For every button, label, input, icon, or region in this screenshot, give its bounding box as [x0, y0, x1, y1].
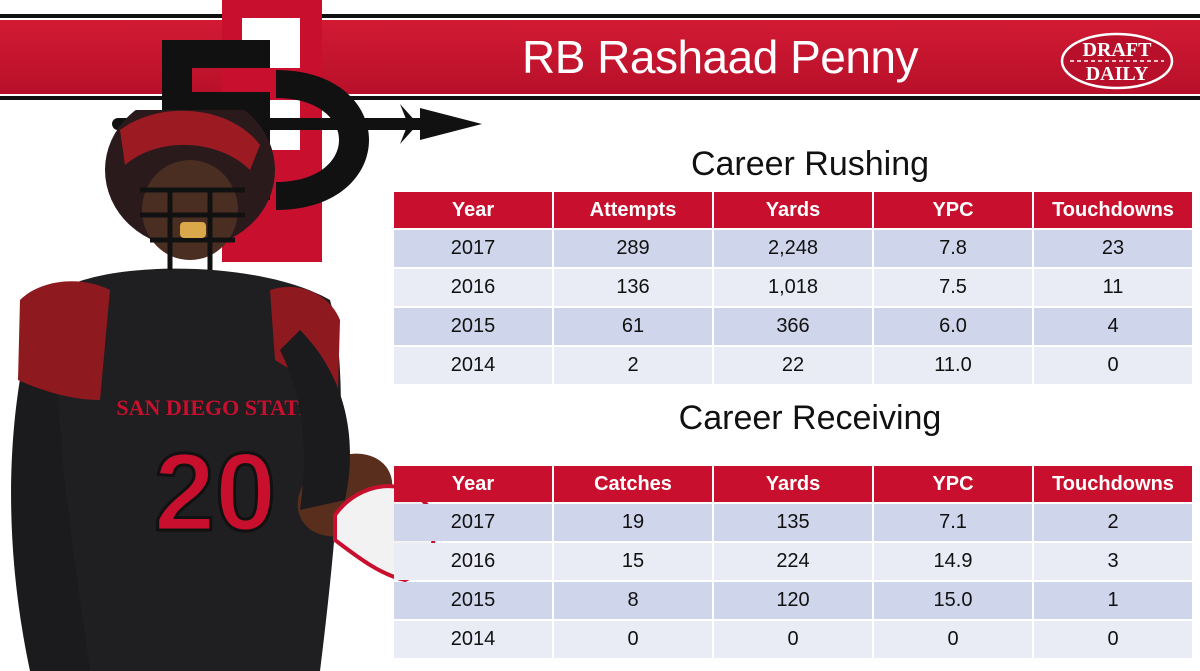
table-row: 2017 289 2,248 7.8 23 [394, 230, 1192, 267]
brand-logo-line2: DAILY [1086, 63, 1149, 85]
table-cell: 366 [714, 308, 872, 345]
mouthguard [180, 222, 206, 238]
receiving-title: Career Receiving [678, 399, 942, 437]
jersey-number: 20 [154, 431, 276, 554]
table-cell: 15.0 [874, 582, 1032, 619]
right-arm [280, 330, 350, 510]
face [142, 160, 238, 260]
table-cell: 0 [1034, 347, 1192, 384]
logo-spear-head [420, 108, 482, 140]
draft-daily-logo-icon: DRAFT DAILY [1060, 32, 1174, 90]
table-row: 2016 136 1,018 7.5 11 [394, 269, 1192, 306]
table-cell: 6.0 [874, 308, 1032, 345]
table-cell: 1,018 [714, 269, 872, 306]
table-cell: 14.9 [874, 543, 1032, 580]
table-cell: 22 [714, 347, 872, 384]
table-cell: 2014 [394, 621, 552, 658]
table-cell: 0 [714, 621, 872, 658]
banner-bottom-line [0, 96, 1200, 100]
table-cell: 2016 [394, 543, 552, 580]
col-header: YPC [874, 192, 1032, 228]
table-cell: 120 [714, 582, 872, 619]
banner-top-line [0, 14, 1200, 18]
helmet-stripe [120, 110, 260, 170]
table-cell: 7.8 [874, 230, 1032, 267]
col-header: Yards [714, 192, 872, 228]
left-shoulder-pattern [18, 281, 110, 400]
brand-logo-line1: DRAFT [1083, 39, 1153, 61]
col-header: Catches [554, 466, 712, 502]
col-header: Year [394, 192, 552, 228]
table-cell: 2 [1034, 504, 1192, 541]
receiving-table: Year Catches Yards YPC Touchdowns 2017 1… [392, 464, 1194, 660]
jersey [57, 268, 341, 671]
table-cell: 0 [874, 621, 1032, 658]
logo-black-d [276, 70, 369, 210]
rushing-table: Year Attempts Yards YPC Touchdowns 2017 … [392, 190, 1194, 386]
table-cell: 224 [714, 543, 872, 580]
receiving-header-row: Year Catches Yards YPC Touchdowns [394, 466, 1192, 502]
table-row: 2014 2 22 11.0 0 [394, 347, 1192, 384]
table-cell: 19 [554, 504, 712, 541]
col-header: Yards [714, 466, 872, 502]
table-cell: 2016 [394, 269, 552, 306]
player-photo: SAN DIEGO STATE 20 [11, 110, 436, 671]
table-cell: 2015 [394, 308, 552, 345]
rushing-header-row: Year Attempts Yards YPC Touchdowns [394, 192, 1192, 228]
table-cell: 136 [554, 269, 712, 306]
page-title: RB Rashaad Penny [521, 31, 919, 83]
col-header: Touchdowns [1034, 466, 1192, 502]
table-cell: 135 [714, 504, 872, 541]
table-row: 2014 0 0 0 0 [394, 621, 1192, 658]
table-cell: 1 [1034, 582, 1192, 619]
rushing-title: Career Rushing [690, 145, 930, 183]
table-cell: 7.1 [874, 504, 1032, 541]
table-cell: 2014 [394, 347, 552, 384]
table-cell: 289 [554, 230, 712, 267]
table-row: 2016 15 224 14.9 3 [394, 543, 1192, 580]
table-cell: 8 [554, 582, 712, 619]
col-header: Touchdowns [1034, 192, 1192, 228]
col-header: Attempts [554, 192, 712, 228]
col-header: YPC [874, 466, 1032, 502]
table-cell: 4 [1034, 308, 1192, 345]
table-cell: 7.5 [874, 269, 1032, 306]
logo-spear-feather [400, 104, 418, 144]
jersey-school-text: SAN DIEGO STATE [116, 395, 313, 420]
table-row: 2015 61 366 6.0 4 [394, 308, 1192, 345]
table-cell: 15 [554, 543, 712, 580]
table-cell: 11.0 [874, 347, 1032, 384]
table-cell: 11 [1034, 269, 1192, 306]
table-row: 2017 19 135 7.1 2 [394, 504, 1192, 541]
table-cell: 0 [1034, 621, 1192, 658]
table-cell: 2015 [394, 582, 552, 619]
table-cell: 2017 [394, 504, 552, 541]
facemask [140, 187, 245, 270]
table-cell: 2,248 [714, 230, 872, 267]
table-cell: 3 [1034, 543, 1192, 580]
table-cell: 23 [1034, 230, 1192, 267]
table-cell: 61 [554, 308, 712, 345]
table-cell: 0 [554, 621, 712, 658]
col-header: Year [394, 466, 552, 502]
table-row: 2015 8 120 15.0 1 [394, 582, 1192, 619]
table-cell: 2 [554, 347, 712, 384]
table-cell: 2017 [394, 230, 552, 267]
